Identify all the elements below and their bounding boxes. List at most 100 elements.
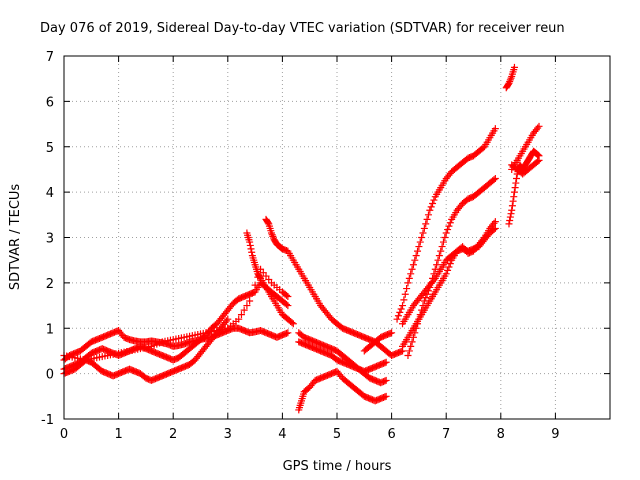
data-point [408,338,416,346]
data-point [264,219,272,227]
data-point [534,157,542,165]
grid [64,56,610,419]
data-point [405,347,413,355]
series-track-o [502,63,518,92]
data-point [415,243,423,251]
data-point [491,224,499,232]
plot-frame [63,55,611,420]
data-point [508,206,516,214]
data-point [411,256,419,264]
data-point [246,241,254,249]
data-point [442,270,450,278]
data-point [438,243,446,251]
data-point [284,302,292,310]
data-point [382,376,390,384]
data-point [508,202,516,210]
series-track-m [399,218,499,328]
data-point [507,210,515,218]
x-tick-label: 7 [442,427,450,442]
data-point [407,270,415,278]
data-point [237,311,245,319]
data-point [446,219,454,227]
data-point [491,175,499,183]
data-point [506,216,514,224]
data-point [247,245,255,253]
data-point [284,292,292,300]
data-point [441,234,449,241]
data-point [433,261,441,269]
data-point [535,122,543,130]
data-point [490,176,498,184]
data-point [243,302,251,310]
x-tick-label: 5 [333,427,341,442]
data-point [400,296,408,304]
data-point [437,247,445,255]
data-point [505,220,513,228]
data-point [416,238,424,246]
data-point [269,232,277,240]
data-point [535,156,543,164]
data-point [507,74,515,82]
y-tick-label: 1 [46,322,54,337]
data-point [418,234,426,241]
data-point [248,248,256,256]
data-point [393,315,401,323]
data-point [222,317,230,325]
data-point [404,351,412,359]
data-point [408,265,416,273]
data-point [397,305,405,313]
data-point [284,329,292,337]
y-tick-label: 5 [46,141,54,156]
x-tick-label: 0 [60,427,68,442]
data-point [506,76,514,84]
y-tick-label: 7 [46,50,54,65]
x-tick-label: 1 [114,427,122,442]
data-point [246,238,254,246]
data-point [491,125,499,133]
data-point [435,252,443,260]
data-point [403,285,411,293]
data-point [246,297,254,305]
data-point [446,260,454,268]
data-point [282,300,290,308]
x-tick-label: 8 [497,427,505,442]
data-point [429,199,437,207]
data-point [288,319,296,327]
series-track-j [360,329,396,355]
data-point [405,274,413,282]
series-track-q [508,122,543,173]
data-point [224,315,232,323]
data-point [506,213,514,221]
data-point [401,290,409,298]
data-point [490,219,498,227]
data-point [251,281,259,289]
data-point [510,63,518,71]
data-point [394,312,402,320]
data-point [382,392,390,400]
data-point [430,196,438,204]
data-point [444,226,452,234]
series-track-r [508,156,543,178]
data-point [512,179,520,187]
series-track-e [243,229,297,328]
data-point [240,306,248,314]
data-point [424,211,432,219]
data-point [267,229,275,237]
data-point [510,188,518,196]
x-tick-label: 2 [169,427,177,442]
data-point [445,222,453,230]
y-tick-label: 2 [46,277,54,292]
x-tick-label: 9 [551,427,559,442]
data-point [509,197,517,205]
series-track-d [60,265,292,364]
data-point [407,342,415,350]
data-point [444,266,452,274]
data-point [382,358,390,366]
series-track-p [505,147,543,228]
data-point [426,206,434,214]
y-tick-label: 4 [46,186,54,201]
data-point [423,215,431,223]
series-track-k [393,125,499,323]
data-point [434,256,442,264]
data-point [404,279,412,287]
